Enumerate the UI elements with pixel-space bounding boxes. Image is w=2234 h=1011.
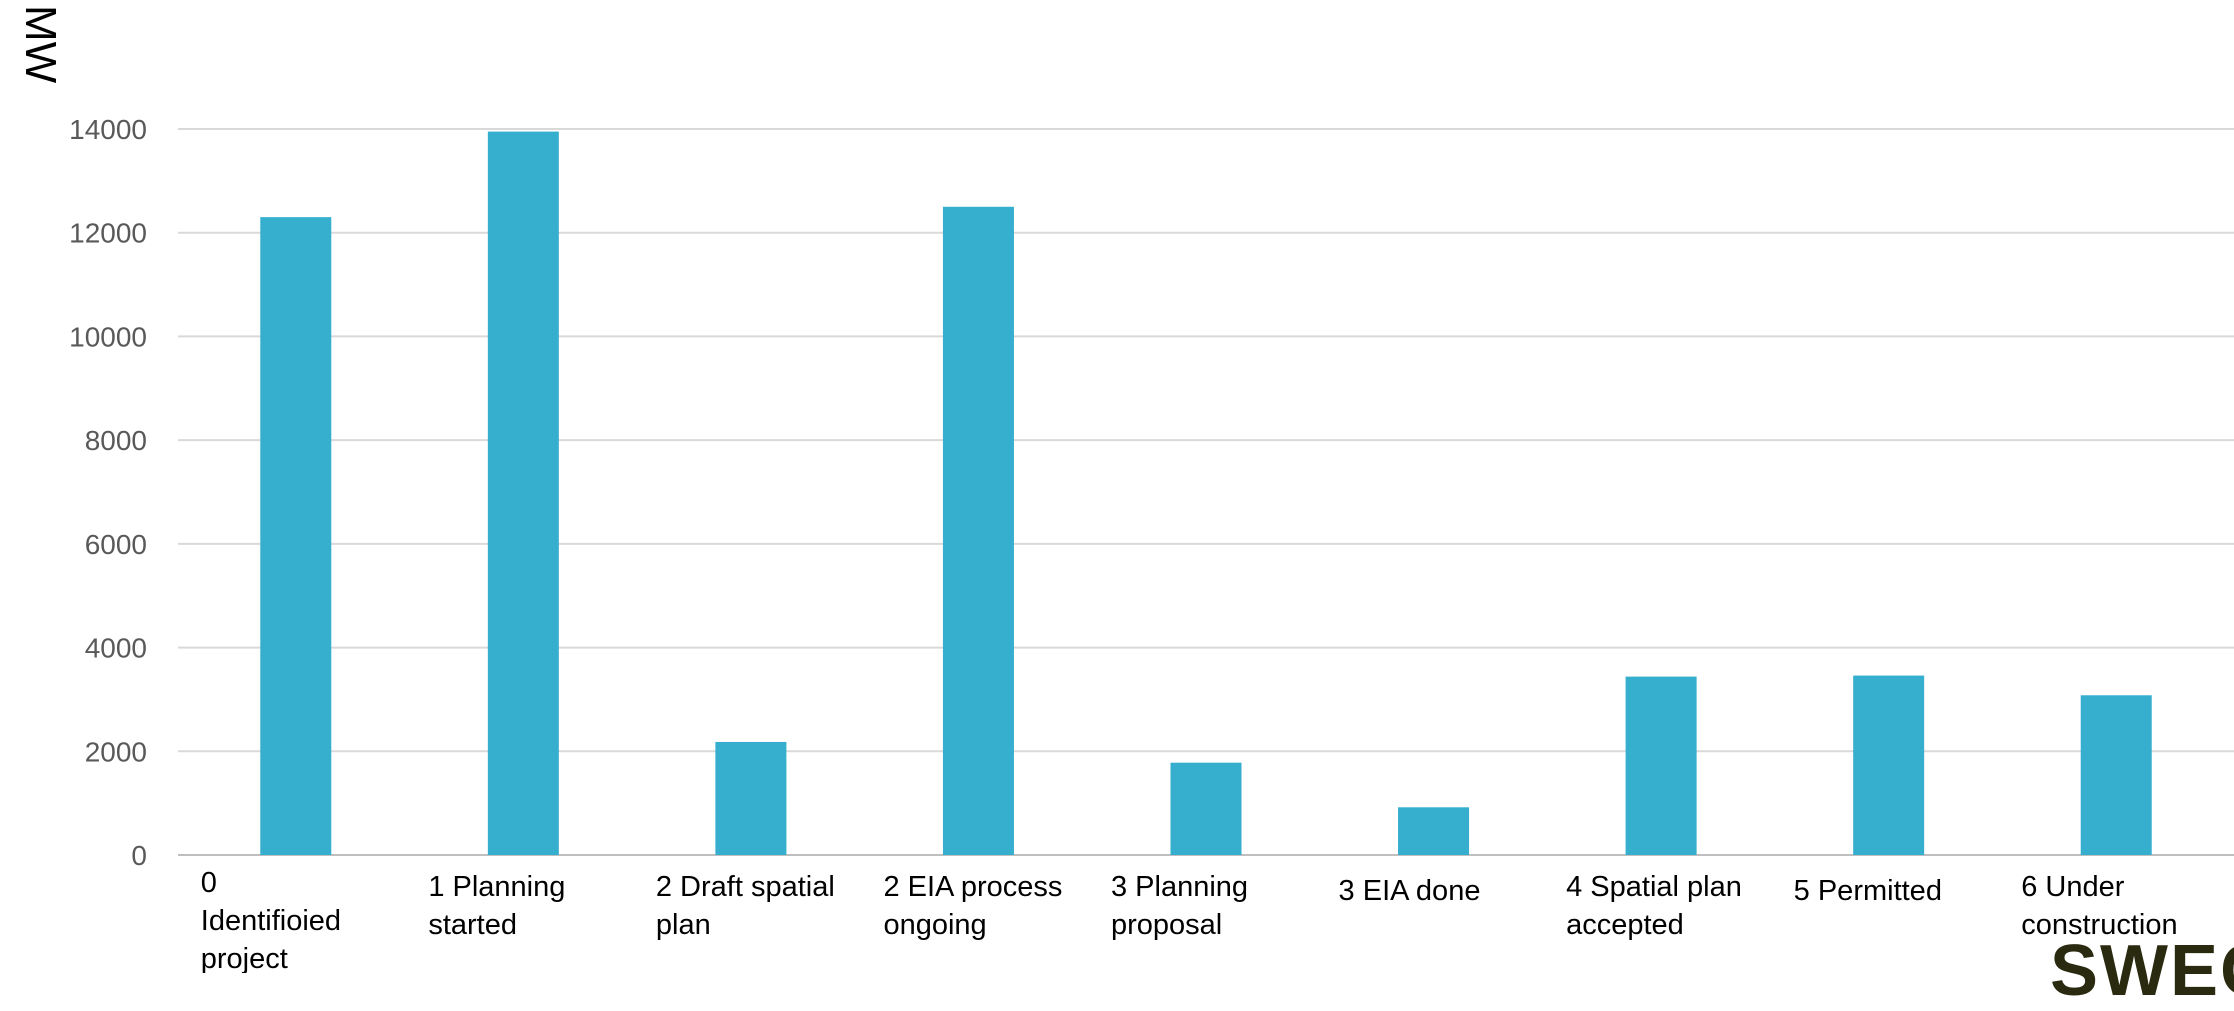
- bar: [487, 131, 559, 856]
- bar: [1625, 676, 1697, 855]
- bar-chart: 0 2000 4000 6000 8000 10000 12000 14000 0 Identi…: [69, 114, 2234, 973]
- y-tick-label: 4000: [85, 633, 147, 664]
- x-tick-label: 3 Planning proposal: [1111, 871, 1248, 941]
- x-tick-label: 5 Permitted: [1794, 875, 1942, 907]
- y-tick-label: 12000: [69, 218, 147, 249]
- x-axis-ticks: 0 Identifioied project 1 Planning started 2 D…: [201, 867, 2178, 973]
- y-tick-label: 2000: [85, 736, 147, 767]
- gridlines: [178, 128, 2234, 856]
- x-tick-label: 0 Identifioied project: [201, 867, 341, 973]
- bars: [260, 131, 2152, 856]
- y-axis-ticks: 0 2000 4000 6000 8000 10000 12000 14000: [69, 114, 147, 871]
- x-tick-label: 2 EIA process ongoing: [883, 871, 1062, 941]
- y-tick-label: 14000: [69, 114, 147, 145]
- bar: [715, 741, 787, 855]
- bar: [1853, 675, 1925, 855]
- bar: [260, 217, 332, 855]
- bar: [1398, 807, 1470, 855]
- y-axis-label: MW: [16, 5, 65, 84]
- x-tick-label: 4 Spatial plan accepted: [1566, 871, 1742, 941]
- y-tick-label: 6000: [85, 529, 147, 560]
- y-tick-label: 8000: [85, 425, 147, 456]
- x-tick-label: 3 EIA done: [1339, 875, 1481, 907]
- y-tick-label: 0: [131, 840, 147, 871]
- bar: [2080, 695, 2152, 855]
- x-tick-label: 1 Planning started: [428, 871, 565, 941]
- x-tick-label: 6 Under construction: [2021, 871, 2177, 941]
- bar: [942, 206, 1014, 856]
- x-tick-label: 2 Draft spatial plan: [656, 871, 835, 941]
- y-tick-label: 10000: [69, 321, 147, 352]
- sweco-logo: SWECO: [2050, 931, 2234, 1011]
- bar: [1170, 762, 1242, 855]
